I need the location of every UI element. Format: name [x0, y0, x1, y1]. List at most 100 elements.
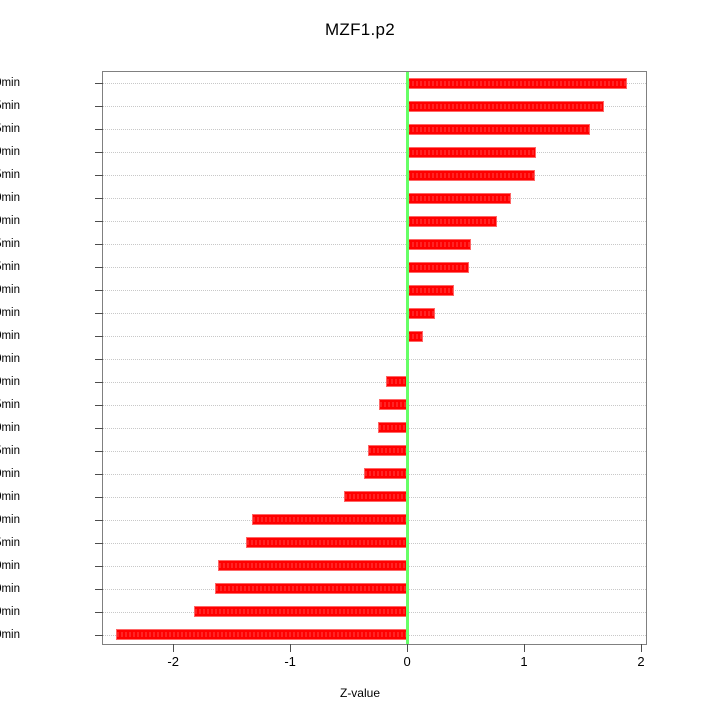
y-axis-tick: [95, 588, 103, 590]
x-axis-tick-label: 0: [403, 654, 411, 669]
y-axis-tick: [95, 83, 103, 85]
y-axis-tick-label: TNFa_1h_45min: [0, 398, 20, 411]
y-axis-tick-label: TNFa_6h_30min: [0, 192, 20, 205]
y-axis-tick-label: TNFa_5h_00min: [0, 467, 20, 480]
y-axis-tick-label: TNFa_0h_00min: [0, 146, 20, 159]
y-axis-tick: [95, 221, 103, 223]
bar: [407, 261, 470, 273]
plot-area: TNFa_1h_00min TNFa_0h_45min TNFa_1h_15min T…: [0, 71, 647, 669]
zero-reference-line: [405, 72, 409, 644]
x-axis-tick: [407, 644, 409, 652]
y-axis-tick: [95, 381, 103, 383]
y-axis-tick-label: TNFa_3h_30min: [0, 628, 20, 641]
bar: [194, 606, 408, 618]
y-axis-tick-label: TNFa_2h_45min: [0, 444, 20, 457]
bar: [407, 238, 472, 250]
bar: [407, 169, 535, 181]
bar: [407, 330, 424, 342]
y-axis-tick-label: TNFa_7h_30min: [0, 375, 20, 388]
bar: [407, 77, 627, 89]
y-axis-tick-label: TNFa_7h_00min: [0, 490, 20, 503]
gridline: [103, 152, 646, 154]
bar: [377, 422, 408, 434]
gridline: [103, 290, 646, 292]
gridline: [103, 427, 646, 429]
y-axis-tick-label: TNFa_2h_15min: [0, 169, 20, 182]
y-axis-tick: [95, 496, 103, 498]
gridline: [103, 221, 646, 223]
y-axis-tick-label: TNFa_4h_30min: [0, 559, 20, 572]
y-axis-tick: [95, 313, 103, 315]
y-axis-tick: [95, 336, 103, 338]
bar: [407, 284, 454, 296]
bar: [245, 537, 408, 549]
gridline: [103, 267, 646, 269]
y-axis-tick-label: TNFa_2h_30min: [0, 307, 20, 320]
gridline: [103, 175, 646, 177]
gridline: [103, 129, 646, 131]
y-axis-tick: [95, 152, 103, 154]
y-axis-tick: [95, 106, 103, 108]
bar: [251, 514, 408, 526]
y-axis-tick-label: TNFa_4h_00min: [0, 582, 20, 595]
x-axis-title: Z-value: [339, 686, 380, 700]
y-axis-tick: [95, 175, 103, 177]
y-axis-tick: [95, 542, 103, 544]
y-axis-tick: [95, 198, 103, 200]
x-axis-tick: [290, 644, 292, 652]
y-axis-tick: [95, 290, 103, 292]
y-axis-tick-label: TNFa_3h_00min: [0, 330, 20, 343]
y-axis-tick: [95, 611, 103, 613]
y-axis-tick-label: TNFa_1h_30min: [0, 284, 20, 297]
y-axis-tick: [95, 267, 103, 269]
y-axis-tick: [95, 519, 103, 521]
y-axis-tick-label: TNFa_2h_00min: [0, 421, 20, 434]
x-axis-tick: [524, 644, 526, 652]
gridline: [103, 404, 646, 406]
bar: [407, 100, 604, 112]
gridline: [103, 244, 646, 246]
x-axis-tick-label: 1: [520, 654, 528, 669]
bar: [343, 491, 408, 503]
bar: [115, 629, 408, 641]
y-axis-tick: [95, 565, 103, 567]
bar: [407, 146, 536, 158]
y-axis-tick: [95, 359, 103, 360]
y-axis-tick: [95, 634, 103, 636]
gridline: [103, 106, 646, 108]
page-title: MZF1.p2: [324, 20, 396, 39]
gridline: [103, 83, 646, 85]
bar: [407, 307, 436, 319]
y-axis-tick: [95, 404, 103, 406]
bar: [363, 468, 408, 480]
y-axis-tick: [95, 473, 103, 475]
y-axis-tick-label: TNFa_0h_45min: [0, 100, 20, 113]
gridline: [103, 359, 646, 360]
gridline: [103, 198, 646, 200]
gridline: [103, 336, 646, 338]
y-axis-tick-label: TNFa_3h_45min: [0, 238, 20, 251]
y-axis-tick: [95, 244, 103, 246]
bar: [407, 215, 498, 227]
x-axis-tick-label: -2: [167, 654, 179, 669]
y-axis-tick-label: TNFa_0h_30min: [0, 605, 20, 618]
y-axis-tick-label: TNFa_1h_00min: [0, 77, 20, 90]
x-axis-tick-label: -1: [284, 654, 296, 669]
y-axis-tick: [95, 129, 103, 131]
gridline: [103, 313, 646, 315]
gridline: [103, 381, 646, 383]
y-axis-tick-label: TNFa_5h_30min: [0, 215, 20, 228]
bar: [215, 583, 408, 595]
bar: [407, 192, 512, 204]
y-axis-tick-label: TNFa_6h_00min: [0, 513, 20, 526]
x-axis-tick: [173, 644, 175, 652]
y-axis-tick-label: TNFa_8h_00min: [0, 353, 20, 365]
bar: [407, 123, 590, 135]
bar: [217, 560, 408, 572]
x-axis-tick-label: 2: [637, 654, 645, 669]
y-axis-tick-label: TNFa_1h_15min: [0, 123, 20, 136]
bar: [386, 376, 408, 388]
y-axis-tick: [95, 450, 103, 452]
bar: [368, 445, 408, 457]
